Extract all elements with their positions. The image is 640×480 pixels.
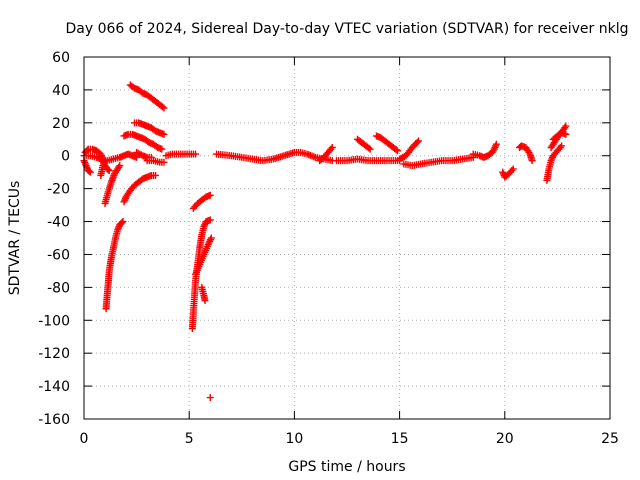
data-point [201, 297, 209, 305]
y-axis-label: SDTVAR / TECUs [7, 181, 23, 296]
x-tick-label: 0 [80, 431, 89, 447]
data-point [192, 150, 200, 158]
data-point [116, 162, 124, 170]
data-point [207, 234, 215, 242]
data-point [206, 394, 214, 402]
y-tick-label: -120 [38, 346, 70, 362]
y-tick-label: -140 [38, 379, 70, 395]
y-tick-label: 60 [52, 50, 70, 66]
data-point [413, 138, 421, 146]
y-tick-label: 40 [52, 83, 70, 99]
data-point [366, 145, 374, 153]
x-tick-label: 20 [496, 431, 514, 447]
data-point [558, 142, 566, 150]
x-tick-label: 10 [285, 431, 303, 447]
data-point [509, 165, 517, 173]
data-point [83, 146, 91, 154]
y-tick-label: -20 [47, 182, 70, 198]
data-point [160, 158, 168, 166]
y-tick-label: -100 [38, 313, 70, 329]
data-point [528, 157, 536, 165]
data-point [206, 216, 214, 224]
data-point [119, 218, 127, 226]
data-point [160, 104, 168, 112]
y-tick-label: -40 [47, 215, 70, 231]
chart-title: Day 066 of 2024, Sidereal Day-to-day VTE… [66, 21, 629, 37]
plot-frame [83, 56, 611, 420]
data-point [118, 219, 126, 227]
data-point [328, 144, 336, 151]
x-axis-label: GPS time / hours [288, 459, 405, 475]
data-point [365, 144, 373, 152]
y-tick-label: 0 [61, 149, 70, 165]
data-point [158, 145, 166, 153]
y-tick-label: 20 [52, 116, 70, 132]
tick-labels: 0 5 10 15 20 25 60 40 20 0 -20 -40 -60 -80 -100 -120 -14… [38, 50, 619, 447]
data-points [80, 81, 570, 402]
data-point [86, 168, 94, 176]
data-point [152, 171, 160, 179]
y-tick-label: -80 [47, 280, 70, 296]
data-point [160, 130, 168, 138]
data-point [562, 122, 570, 130]
x-tick-label: 25 [601, 431, 619, 447]
data-point [104, 166, 112, 174]
data-point [101, 157, 109, 165]
y-tick-label: -60 [47, 247, 70, 263]
data-point [492, 140, 500, 148]
data-point [393, 147, 401, 155]
grid-lines [84, 57, 610, 419]
data-point [415, 137, 423, 145]
data-point [159, 103, 167, 111]
data-point [147, 153, 155, 161]
data-point [392, 146, 400, 154]
x-tick-label: 5 [185, 431, 194, 447]
data-point [105, 167, 113, 175]
y-tick-label: -160 [38, 412, 70, 428]
data-point [562, 130, 570, 138]
data-point [85, 167, 93, 175]
x-tick-label: 15 [391, 431, 409, 447]
data-point [206, 191, 214, 199]
